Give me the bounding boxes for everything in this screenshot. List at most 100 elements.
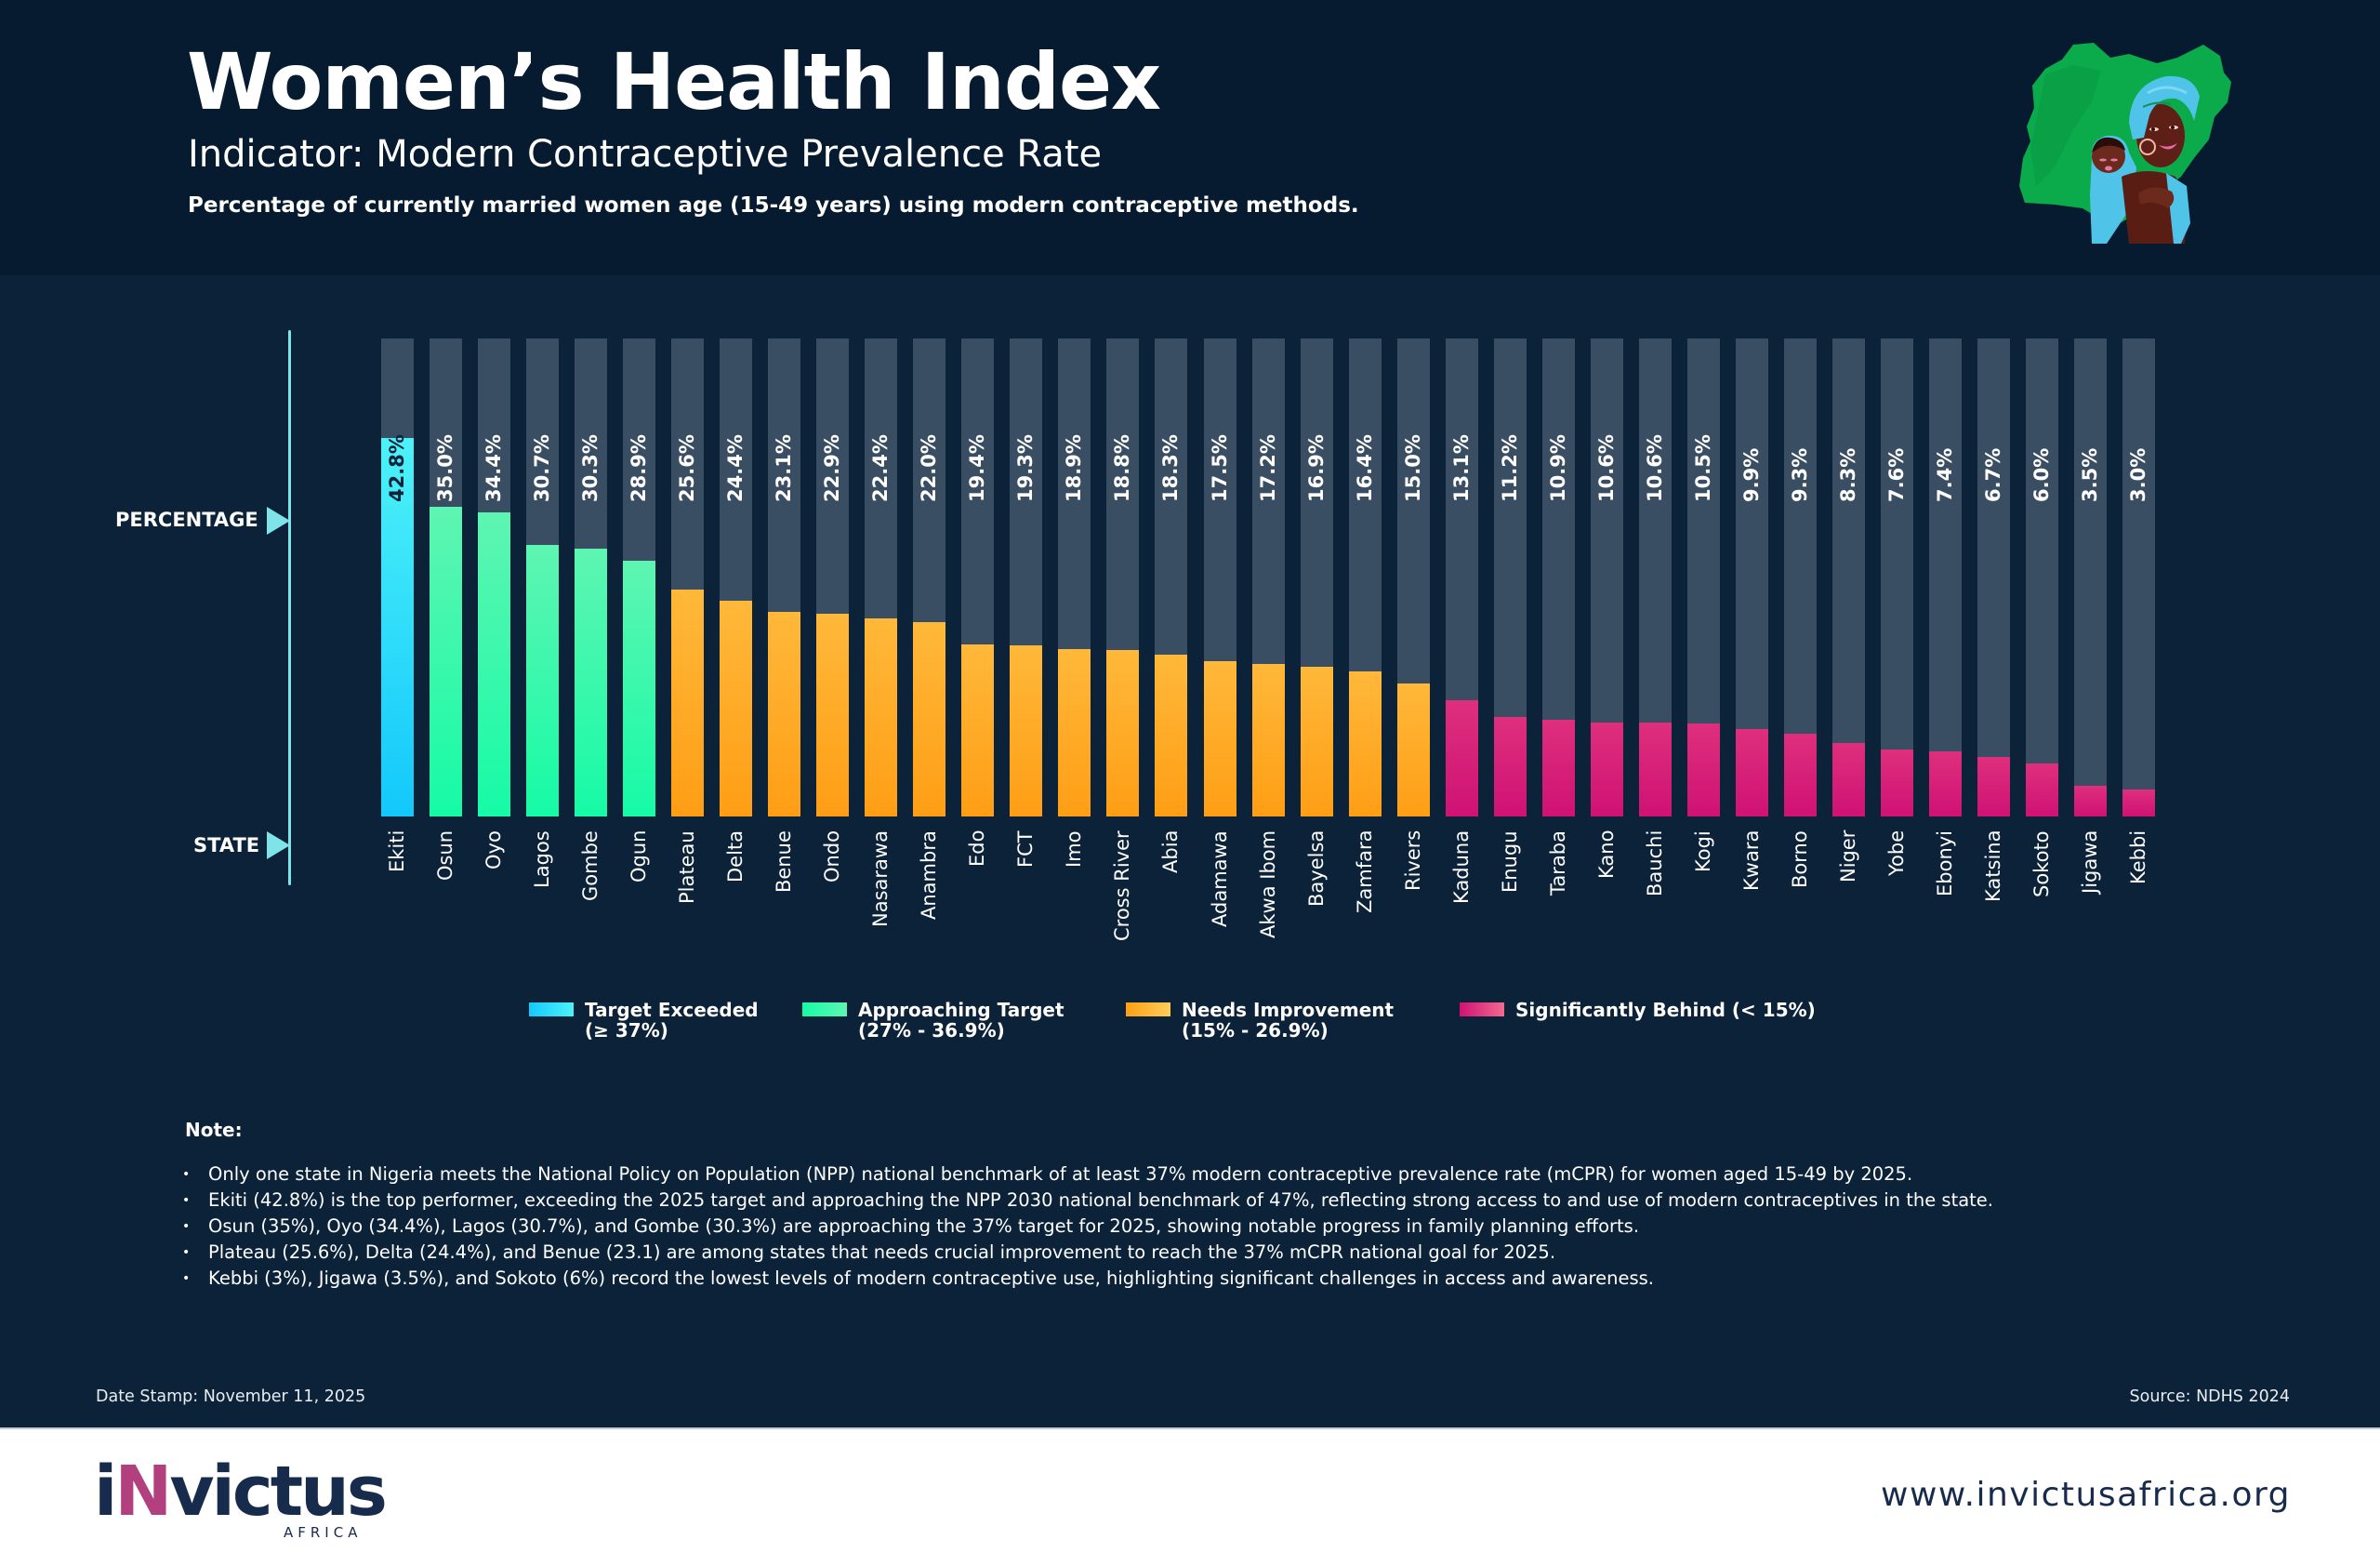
data-source: Source: NDHS 2024 <box>2129 1387 2291 1406</box>
state-label: Abia <box>1159 830 1183 874</box>
state-label: Katsina <box>1981 830 2004 903</box>
invictus-africa-logo: iNvictus AFRICA <box>94 1457 388 1541</box>
bar-kwara <box>1735 728 1768 816</box>
bar-borno <box>1783 734 1817 816</box>
bar-value-label: 18.8% <box>1111 434 1134 502</box>
indicator-subtitle: Indicator: Modern Contraceptive Prevalen… <box>188 133 1103 176</box>
logo-subtext: AFRICA <box>284 1524 363 1541</box>
bar-value-label: 35.0% <box>434 434 457 502</box>
bar-value-label: 19.3% <box>1014 434 1038 502</box>
state-label: Kano <box>1594 830 1618 880</box>
state-label: Ondo <box>821 830 844 883</box>
bar-nasarawa <box>865 617 898 816</box>
bar-track-ebonyi <box>1928 338 1962 816</box>
state-label: Jigawa <box>2079 830 2102 895</box>
state-label: Bayelsa <box>1304 830 1328 908</box>
bar-track-sokoto <box>2026 338 2059 816</box>
bar-delta <box>720 600 753 816</box>
state-label: Kogi <box>1691 830 1714 872</box>
legend-label: Target Exceeded <box>585 999 759 1021</box>
state-label: Nasarawa <box>869 830 892 927</box>
notes-list: Only one state in Nigeria meets the Nati… <box>180 1161 1993 1292</box>
note-item: Ekiti (42.8%) is the top performer, exce… <box>180 1188 1993 1214</box>
legend-item-significantly-behind: Significantly Behind (< 15%) <box>1460 1000 1816 1020</box>
note-item: Plateau (25.6%), Delta (24.4%), and Benu… <box>180 1240 1993 1266</box>
state-label: Ogun <box>628 830 651 883</box>
bar-value-label: 16.4% <box>1353 434 1376 502</box>
note-heading: Note: <box>185 1119 243 1141</box>
legend-item-needs-improvement: Needs Improvement (15% - 26.9%) <box>1126 1000 1394 1041</box>
bar-enugu <box>1493 717 1527 816</box>
logo-letter-i: i <box>94 1452 117 1532</box>
state-label: Imo <box>1063 830 1086 868</box>
bar-value-label: 34.4% <box>483 434 506 502</box>
axis-label-percentage: PERCENTAGE <box>115 509 258 531</box>
legend-item-target-exceeded: Target Exceeded (≥ 37%) <box>529 1000 759 1041</box>
state-pointer-icon <box>267 831 290 859</box>
chart-axis-line <box>288 330 291 885</box>
legend-swatch-needs-improvement <box>1126 1002 1170 1016</box>
bar-value-label: 23.1% <box>773 434 796 502</box>
bar-value-label: 15.0% <box>1401 434 1424 502</box>
bar-value-label: 10.5% <box>1691 434 1714 502</box>
state-label: Osun <box>434 830 457 882</box>
state-label: Lagos <box>531 830 554 888</box>
mother-figure <box>2122 75 2200 244</box>
bar-ekiti <box>381 437 414 816</box>
bar-value-label: 42.8% <box>386 434 408 502</box>
page-title: Women’s Health Index <box>187 36 1161 127</box>
indicator-description: Percentage of currently married women ag… <box>188 193 1359 218</box>
bar-bayelsa <box>1300 667 1333 816</box>
bar-value-label: 10.6% <box>1643 434 1666 502</box>
bar-value-label: 10.9% <box>1546 434 1569 502</box>
website-link[interactable]: www.invictusafrica.org <box>1881 1476 2291 1514</box>
legend-label: Approaching Target <box>858 999 1064 1021</box>
state-label: Cross River <box>1111 830 1134 941</box>
bar-value-label: 7.4% <box>1933 447 1956 502</box>
bar-track-niger <box>1831 338 1865 816</box>
state-label: Borno <box>1788 830 1811 888</box>
bar-katsina <box>1977 757 2010 816</box>
bar-track-jigawa <box>2074 338 2108 816</box>
bar-ebonyi <box>1928 750 1962 816</box>
bar-fct <box>1010 645 1043 816</box>
state-label: Enugu <box>1498 830 1521 893</box>
note-item: Kebbi (3%), Jigawa (3.5%), and Sokoto (6… <box>180 1266 1993 1292</box>
bar-value-label: 9.3% <box>1788 447 1811 502</box>
bar-value-label: 13.1% <box>1449 434 1473 502</box>
bar-value-label: 17.2% <box>1256 434 1279 502</box>
bar-niger <box>1831 742 1865 816</box>
bar-track-katsina <box>1977 338 2010 816</box>
bar-value-label: 18.3% <box>1159 434 1183 502</box>
note-item: Only one state in Nigeria meets the Nati… <box>180 1161 1993 1188</box>
state-label: Gombe <box>579 830 602 901</box>
bar-value-label: 3.0% <box>2127 447 2150 502</box>
bar-kano <box>1590 723 1623 816</box>
bar-kogi <box>1686 723 1720 816</box>
bar-benue <box>768 612 801 816</box>
state-label: Sokoto <box>2030 830 2054 897</box>
bar-rivers <box>1396 683 1430 816</box>
state-label: Kebbi <box>2127 830 2150 885</box>
bar-value-label: 30.7% <box>531 434 554 502</box>
baby-figure <box>2090 135 2136 244</box>
bar-sokoto <box>2026 763 2059 816</box>
bar-value-label: 6.7% <box>1981 447 2004 502</box>
state-label: Niger <box>1836 830 1859 883</box>
bar-value-label: 6.0% <box>2030 447 2054 502</box>
bar-zamfara <box>1348 670 1382 816</box>
bar-cross-river <box>1106 650 1140 816</box>
legend-range: (15% - 26.9%) <box>1182 1019 1329 1042</box>
bar-value-label: 7.6% <box>1884 447 1908 502</box>
legend-swatch-approaching-target <box>802 1002 847 1016</box>
bar-value-label: 10.6% <box>1594 434 1618 502</box>
bar-oyo <box>478 511 511 816</box>
bar-jigawa <box>2074 785 2108 816</box>
bar-track-kebbi <box>2122 338 2156 816</box>
state-label: Benue <box>773 830 796 893</box>
percentage-pointer-icon <box>267 507 290 535</box>
logo-letter-n-accent: N <box>114 1452 172 1532</box>
bar-akwa-ibom <box>1251 664 1285 816</box>
state-label: Ekiti <box>386 830 408 873</box>
note-item: Osun (35%), Oyo (34.4%), Lagos (30.7%), … <box>180 1214 1993 1240</box>
